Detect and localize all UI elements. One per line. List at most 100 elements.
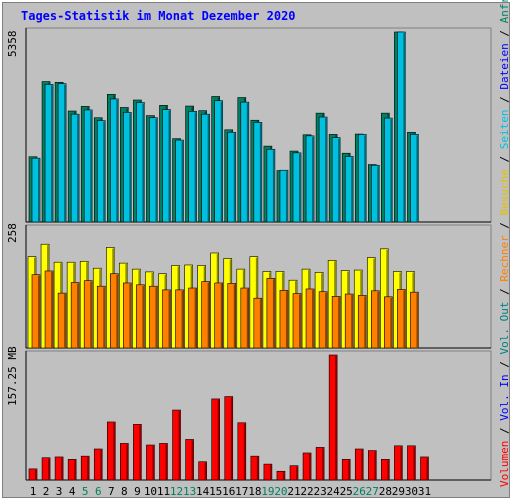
x-tick-label-13: 13 bbox=[183, 485, 196, 498]
x-tick-label-26: 26 bbox=[353, 485, 366, 498]
x-tick-label-23: 23 bbox=[313, 485, 326, 498]
bar-rechner-1-shade bbox=[38, 275, 40, 348]
x-tick-label-17: 17 bbox=[235, 485, 248, 498]
x-tick-label-2: 2 bbox=[43, 485, 50, 498]
bar-dateien-6-shade bbox=[103, 121, 106, 222]
bar-volumen-11-shade bbox=[165, 444, 168, 480]
bar-dateien-18-shade bbox=[259, 123, 262, 222]
bar-volumen-14-shade bbox=[204, 462, 207, 480]
bar-dateien-26-shade bbox=[364, 135, 367, 222]
bar-dateien-8-shade bbox=[129, 113, 132, 222]
x-tick-label-8: 8 bbox=[121, 485, 128, 498]
bar-dateien-11-shade bbox=[168, 110, 171, 222]
x-tick-label-10: 10 bbox=[144, 485, 157, 498]
bar-dateien-2-shade bbox=[51, 85, 54, 222]
bar-dateien-30-shade bbox=[416, 135, 419, 222]
x-tick-label-18: 18 bbox=[248, 485, 261, 498]
bar-rechner-10-shade bbox=[155, 287, 158, 348]
bar-rechner-25-shade bbox=[351, 295, 354, 348]
bar-dateien-13-shade bbox=[194, 112, 197, 222]
bar-rechner-13-shade bbox=[194, 289, 197, 348]
bar-dateien-25-shade bbox=[351, 157, 354, 222]
bar-dateien-15-shade bbox=[220, 101, 223, 222]
chart-title: Tages-Statistik im Monat Dezember 2020 bbox=[21, 9, 296, 23]
bar-volumen-17-shade bbox=[243, 423, 246, 480]
bar-dateien-24-shade bbox=[338, 138, 341, 222]
bar-rechner-9-shade bbox=[142, 285, 145, 348]
bar-rechner-18-shade bbox=[259, 299, 262, 348]
x-tick-label-6: 6 bbox=[95, 485, 102, 498]
bar-dateien-21-shade bbox=[299, 153, 301, 222]
bar-dateien-3-shade bbox=[64, 84, 67, 223]
x-tick-label-1: 1 bbox=[30, 485, 37, 498]
bar-rechner-5-shade bbox=[90, 281, 93, 348]
bar-volumen-26-shade bbox=[361, 449, 364, 480]
x-tick-label-24: 24 bbox=[327, 485, 341, 498]
bar-dateien-7-shade bbox=[116, 99, 119, 222]
x-tick-label-7: 7 bbox=[108, 485, 115, 498]
bar-volumen-18-shade bbox=[256, 457, 259, 480]
bar-rechner-30-shade bbox=[416, 293, 419, 348]
x-tick-label-22: 22 bbox=[300, 485, 313, 498]
bar-dateien-16-shade bbox=[233, 133, 236, 222]
bar-dateien-5-shade bbox=[90, 110, 93, 222]
bar-rechner-15-shade bbox=[220, 283, 223, 348]
x-tick-label-14: 14 bbox=[196, 485, 210, 498]
bar-volumen-8-shade bbox=[126, 444, 129, 480]
bar-dateien-28-shade bbox=[390, 119, 393, 222]
bar-dateien-22-shade bbox=[312, 136, 315, 222]
bar-volumen-13-shade bbox=[191, 440, 194, 480]
bar-volumen-23-shade bbox=[322, 448, 325, 480]
bar-dateien-23-shade bbox=[325, 118, 328, 222]
x-tick-label-27: 27 bbox=[366, 485, 379, 498]
x-tick-label-16: 16 bbox=[222, 485, 235, 498]
bar-dateien-19-shade bbox=[272, 150, 275, 222]
bar-volumen-29-shade bbox=[400, 446, 403, 480]
bar-volumen-22-shade bbox=[309, 453, 312, 480]
x-tick-label-9: 9 bbox=[134, 485, 141, 498]
bar-volumen-15-shade bbox=[217, 399, 220, 480]
bar-volumen-24-shade bbox=[335, 356, 338, 480]
x-tick-label-12: 12 bbox=[170, 485, 183, 498]
bar-volumen-31-shade bbox=[426, 457, 429, 480]
bar-volumen-3-shade bbox=[61, 457, 64, 480]
bar-rechner-2-shade bbox=[51, 271, 54, 348]
bar-dateien-17-shade bbox=[246, 103, 249, 222]
bar-volumen-10-shade bbox=[152, 446, 155, 480]
bar-volumen-21-shade bbox=[296, 466, 298, 480]
bar-rechner-7-shade bbox=[116, 274, 119, 348]
bar-rechner-12-shade bbox=[181, 290, 184, 348]
bar-dateien-9-shade bbox=[142, 103, 145, 222]
bar-volumen-2-shade bbox=[48, 458, 51, 480]
x-tick-label-19: 19 bbox=[261, 485, 274, 498]
x-tick-label-29: 29 bbox=[392, 485, 405, 498]
ymax-label-volume: 157.25 MB bbox=[6, 346, 19, 406]
bar-rechner-11-shade bbox=[168, 290, 171, 348]
x-tick-label-30: 30 bbox=[405, 485, 418, 498]
bar-rechner-23-shade bbox=[325, 292, 328, 348]
x-tick-label-3: 3 bbox=[56, 485, 63, 498]
bar-rechner-21-shade bbox=[299, 294, 301, 348]
x-tick-label-20: 20 bbox=[274, 485, 287, 498]
bar-rechner-4-shade bbox=[77, 283, 80, 348]
bar-dateien-14-shade bbox=[207, 115, 210, 222]
x-tick-label-5: 5 bbox=[82, 485, 89, 498]
bar-volumen-27-shade bbox=[374, 451, 377, 480]
bar-rechner-17-shade bbox=[246, 289, 249, 348]
bar-volumen-19-shade bbox=[269, 465, 272, 480]
bar-volumen-1-shade bbox=[35, 469, 37, 480]
bar-dateien-4-shade bbox=[77, 115, 80, 222]
bar-volumen-5-shade bbox=[87, 457, 90, 480]
x-tick-label-15: 15 bbox=[209, 485, 222, 498]
x-tick-label-11: 11 bbox=[157, 485, 170, 498]
bar-rechner-27-shade bbox=[377, 291, 380, 348]
bar-volumen-28-shade bbox=[387, 460, 390, 480]
bar-volumen-7-shade bbox=[113, 422, 116, 480]
bar-rechner-22-shade bbox=[312, 289, 315, 348]
bar-volumen-20-shade bbox=[282, 472, 285, 480]
bar-rechner-26-shade bbox=[364, 296, 367, 348]
bar-rechner-24-shade bbox=[338, 297, 341, 348]
bar-volumen-16-shade bbox=[230, 397, 233, 480]
